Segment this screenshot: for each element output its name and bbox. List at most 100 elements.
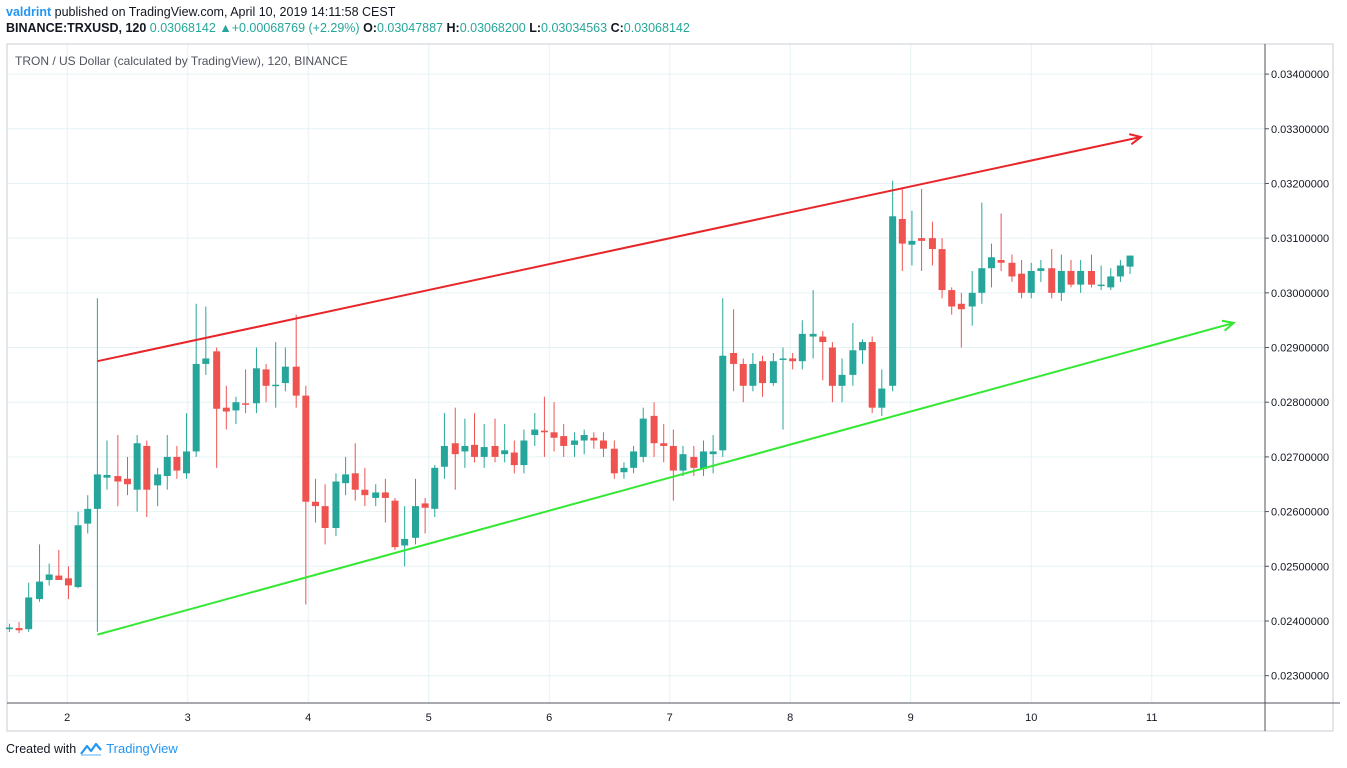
candle-body	[351, 473, 359, 490]
candle-body	[64, 578, 72, 586]
candle-body	[908, 240, 916, 245]
candle	[183, 413, 191, 479]
candle	[580, 429, 588, 455]
candle	[311, 478, 319, 523]
candle-body	[45, 574, 53, 580]
candle	[779, 347, 787, 430]
candle	[878, 369, 886, 416]
candle	[938, 238, 946, 299]
candle-body	[361, 489, 369, 496]
candle	[639, 407, 647, 463]
candle-body	[311, 501, 319, 507]
candle-body	[759, 361, 767, 384]
candle-body	[321, 506, 329, 528]
candle-body	[232, 402, 240, 411]
candle-body	[531, 429, 539, 436]
candle	[103, 440, 111, 490]
candle	[332, 473, 340, 537]
candle-body	[948, 290, 956, 307]
time-tick-label: 8	[787, 712, 793, 724]
time-axis[interactable]: 2 3 4 5 6 7 8 9 10 11	[64, 712, 1157, 724]
candle-body	[1018, 273, 1026, 293]
candle	[849, 322, 857, 386]
candle	[789, 352, 797, 370]
candle-body	[868, 342, 876, 408]
candle	[501, 424, 509, 463]
candle	[997, 213, 1005, 271]
candle	[599, 432, 607, 457]
candle-body	[1116, 265, 1124, 277]
time-tick-label: 7	[667, 712, 673, 724]
created-with-text: Created with	[6, 741, 77, 756]
candle-body	[978, 268, 986, 293]
candle-body	[202, 358, 210, 364]
candle	[1077, 260, 1085, 293]
candle	[809, 290, 817, 359]
author-link[interactable]: valdrint	[6, 5, 52, 19]
candle-body	[1057, 270, 1065, 293]
time-tick-label: 6	[546, 712, 552, 724]
candle	[36, 544, 44, 602]
candle	[272, 342, 280, 408]
candle-body	[859, 342, 867, 351]
candle	[451, 407, 459, 490]
candle-body	[739, 363, 747, 386]
candle-body	[610, 448, 618, 474]
candle-body	[1037, 268, 1045, 271]
candle-body	[501, 450, 509, 455]
candle	[114, 435, 122, 507]
price-tick-label: 0.02800000	[1271, 397, 1329, 409]
price-axis[interactable]: 0.03400000 0.03300000 0.03200000 0.03100000…	[1265, 69, 1329, 683]
candle-body	[809, 333, 817, 337]
candle-body	[620, 467, 628, 473]
candle-body	[133, 443, 141, 490]
candle	[868, 336, 876, 414]
high-label: H:	[446, 21, 460, 35]
low-value: 0.03034563	[541, 21, 608, 35]
candle	[93, 298, 101, 632]
grid	[7, 44, 1265, 703]
candle	[64, 566, 72, 600]
candle-body	[550, 432, 558, 438]
candle-body	[421, 503, 429, 508]
candle	[531, 413, 539, 446]
candle-body	[819, 336, 827, 343]
candle-body	[342, 474, 350, 484]
resistance-trendline	[97, 135, 1142, 363]
candle-body	[938, 249, 946, 291]
candle-body	[987, 257, 995, 269]
candle	[859, 339, 867, 364]
candle	[769, 352, 777, 386]
change-arrow-icon: ▲	[219, 21, 232, 35]
candle	[520, 429, 528, 474]
tradingview-brand[interactable]: TradingView	[106, 741, 178, 756]
candle	[828, 342, 836, 403]
candle-body	[272, 384, 280, 387]
time-tick-label: 2	[64, 712, 70, 724]
candle	[987, 243, 995, 288]
candle	[25, 582, 33, 632]
candle	[798, 320, 806, 370]
candle-body	[798, 333, 806, 362]
candle	[908, 210, 916, 266]
candle	[709, 435, 717, 474]
candle	[679, 445, 687, 477]
ohlc-line: BINANCE:TRXUSD, 120 0.03068142 ▲+0.00068…	[6, 20, 1336, 36]
candle	[15, 622, 23, 633]
candle-body	[381, 492, 389, 498]
candle-body	[173, 456, 181, 471]
candle	[1048, 249, 1056, 299]
candle	[133, 435, 141, 512]
candle	[630, 445, 638, 474]
candle	[819, 331, 827, 381]
candle-body	[74, 525, 82, 588]
candle-body	[183, 451, 191, 474]
candle-body	[55, 575, 63, 580]
candle	[699, 440, 707, 477]
price-tick-label: 0.03000000	[1271, 288, 1329, 300]
candle-body	[828, 347, 836, 386]
candle	[45, 563, 53, 586]
candle-body	[491, 445, 499, 457]
candle	[74, 511, 82, 589]
